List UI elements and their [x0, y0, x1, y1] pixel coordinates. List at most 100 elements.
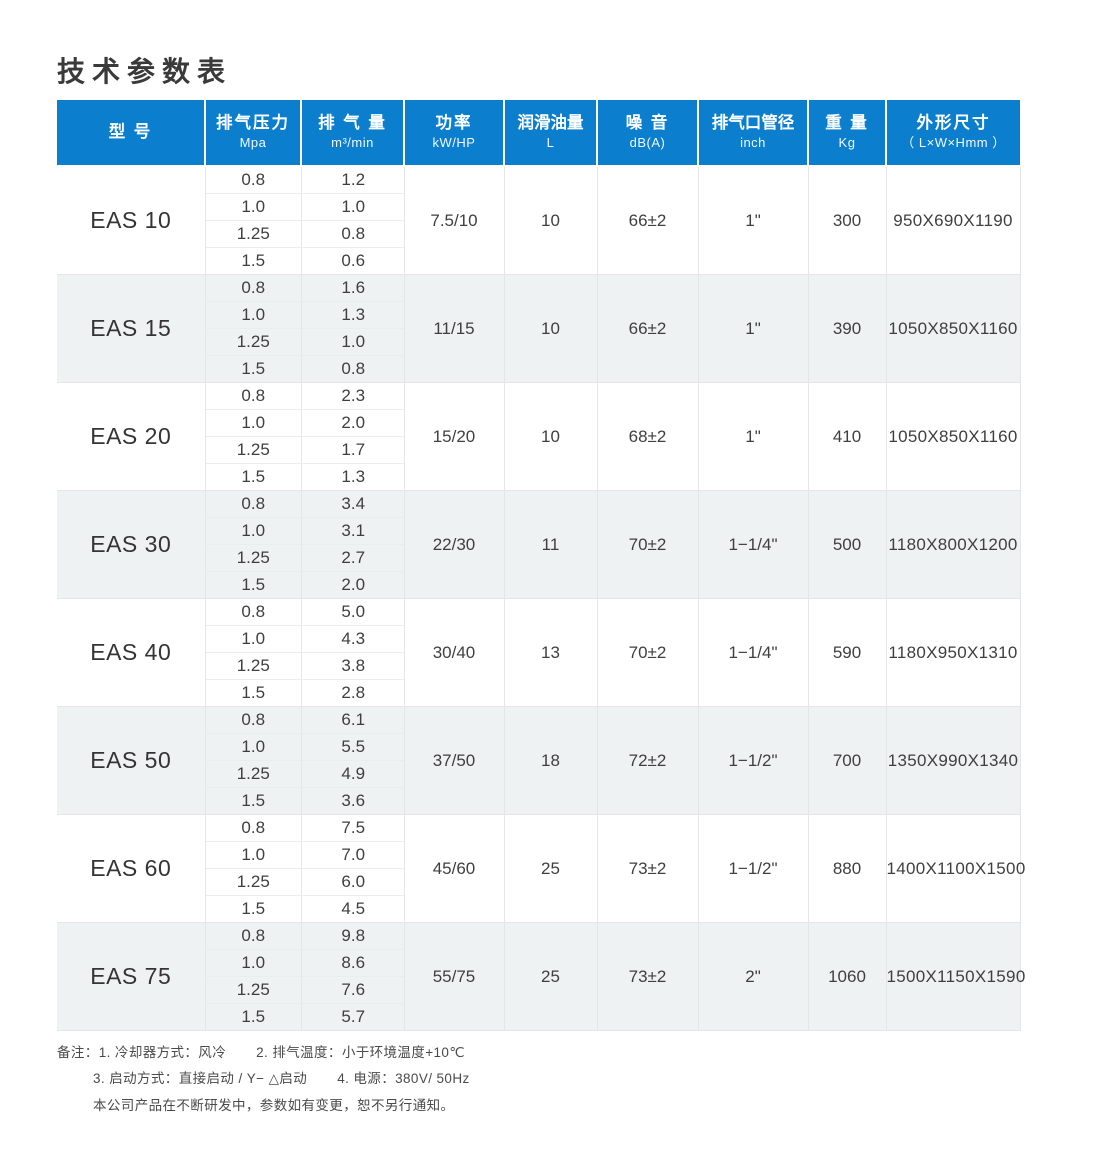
cell-pressure: 1.5 — [205, 1003, 302, 1030]
cell-dimensions: 1050X850X1160 — [886, 274, 1021, 383]
pressure-flow-subrow: 0.8 1.6 — [205, 275, 405, 302]
cell-port: 1−1/2" — [698, 706, 809, 815]
cell-power: 11/15 — [404, 274, 505, 383]
cell-model: EAS 75 — [57, 922, 206, 1031]
cell-flow: 7.0 — [301, 841, 405, 869]
cell-power: 30/40 — [404, 598, 505, 707]
cell-flow: 2.8 — [301, 679, 405, 706]
cell-pressure-flow-group: 0.8 1.2 1.0 1.0 1.25 0.8 1.5 0.6 — [205, 166, 405, 275]
cell-weight: 390 — [808, 274, 887, 383]
column-header-dimensions: 外形尺寸 （ L×W×Hmm ） — [886, 100, 1020, 167]
cell-pressure-flow-group: 0.8 1.6 1.0 1.3 1.25 1.0 1.5 0.8 — [205, 274, 405, 383]
cell-pressure: 0.8 — [205, 707, 302, 734]
cell-flow: 0.6 — [301, 247, 405, 274]
column-header-port: 排气口管径 inch — [698, 100, 809, 167]
footnote-item-2: 2. 排气温度：小于环境温度+10℃ — [256, 1045, 465, 1060]
footnote-item-4: 4. 电源：380V/ 50Hz — [337, 1071, 470, 1087]
pressure-flow-subrow: 1.25 7.6 — [205, 976, 405, 1004]
cell-noise: 73±2 — [597, 814, 699, 923]
pressure-flow-subrow: 1.0 1.0 — [205, 193, 405, 221]
table-row: EAS 75 0.8 9.8 1.0 8.6 1.25 7.6 1.5 5.7 55/75 25 73… — [57, 922, 1025, 1031]
cell-model: EAS 10 — [57, 166, 206, 275]
pressure-flow-subrow: 0.8 5.0 — [205, 599, 405, 626]
cell-oil: 25 — [504, 922, 598, 1031]
cell-pressure: 1.0 — [205, 841, 302, 869]
cell-pressure-flow-group: 0.8 3.4 1.0 3.1 1.25 2.7 1.5 2.0 — [205, 490, 405, 599]
header-sub-power: kW/HP — [432, 135, 476, 151]
cell-weight: 500 — [808, 490, 887, 599]
footnote-item-3: 3. 启动方式：直接启动 / Y− △启动 — [93, 1071, 308, 1087]
cell-pressure: 0.8 — [205, 383, 302, 410]
table-row: EAS 60 0.8 7.5 1.0 7.0 1.25 6.0 1.5 4.5 45/60 25 73… — [57, 814, 1025, 923]
cell-dimensions: 1400X1100X1500 — [886, 814, 1025, 923]
pressure-flow-subrow: 1.25 6.0 — [205, 868, 405, 896]
cell-oil: 11 — [504, 490, 598, 599]
cell-flow: 3.4 — [301, 491, 405, 518]
cell-pressure: 0.8 — [205, 167, 302, 194]
cell-pressure: 1.25 — [205, 760, 302, 788]
cell-flow: 6.0 — [301, 868, 405, 896]
pressure-flow-subrow: 1.5 4.5 — [205, 895, 405, 922]
cell-pressure: 1.5 — [205, 571, 302, 598]
cell-model: EAS 40 — [57, 598, 206, 707]
cell-pressure: 1.25 — [205, 544, 302, 572]
cell-pressure: 1.0 — [205, 733, 302, 761]
header-sub-flow: m³/min — [331, 135, 374, 151]
header-sub-oil: L — [546, 135, 555, 151]
header-main-power: 功率 — [435, 113, 473, 132]
header-main-dimensions: 外形尺寸 — [916, 113, 991, 132]
table-row: EAS 30 0.8 3.4 1.0 3.1 1.25 2.7 1.5 2.0 22/30 11 70… — [57, 490, 1021, 599]
cell-dimensions: 1350X990X1340 — [886, 706, 1021, 815]
cell-dimensions: 1180X950X1310 — [886, 598, 1021, 707]
cell-port: 2" — [698, 922, 809, 1031]
column-header-flow: 排 气 量 m³/min — [301, 100, 405, 167]
pressure-flow-subrow: 1.0 7.0 — [205, 841, 405, 869]
cell-port: 1" — [698, 274, 809, 383]
cell-model: EAS 20 — [57, 382, 206, 491]
cell-flow: 1.0 — [301, 193, 405, 221]
column-header-model: 型 号 — [57, 100, 206, 167]
cell-flow: 2.0 — [301, 571, 405, 598]
cell-pressure: 1.5 — [205, 355, 302, 382]
cell-flow: 2.7 — [301, 544, 405, 572]
cell-pressure: 0.8 — [205, 491, 302, 518]
cell-pressure: 1.25 — [205, 328, 302, 356]
cell-port: 1" — [698, 382, 809, 491]
cell-power: 7.5/10 — [404, 166, 505, 275]
pressure-flow-subrow: 0.8 9.8 — [205, 923, 405, 950]
pressure-flow-subrow: 1.5 2.8 — [205, 679, 405, 706]
pressure-flow-subrow: 1.25 1.0 — [205, 328, 405, 356]
cell-pressure: 1.25 — [205, 436, 302, 464]
cell-pressure: 1.5 — [205, 679, 302, 706]
cell-oil: 10 — [504, 274, 598, 383]
cell-flow: 5.5 — [301, 733, 405, 761]
pressure-flow-subrow: 1.0 5.5 — [205, 733, 405, 761]
cell-weight: 300 — [808, 166, 887, 275]
footnote-item-1: 1. 冷却器方式：风冷 — [98, 1045, 227, 1060]
header-main-weight: 重 量 — [825, 113, 869, 132]
cell-pressure-flow-group: 0.8 6.1 1.0 5.5 1.25 4.9 1.5 3.6 — [205, 706, 405, 815]
pressure-flow-subrow: 1.5 0.8 — [205, 355, 405, 382]
technical-parameters-table: 型 号 排气压力 Mpa 排 气 量 m³/min 功率 kW/HP 润滑油量 … — [57, 100, 1025, 1031]
cell-oil: 25 — [504, 814, 598, 923]
cell-port: 1" — [698, 166, 809, 275]
pressure-flow-subrow: 1.0 3.1 — [205, 517, 405, 545]
cell-pressure: 1.25 — [205, 220, 302, 248]
cell-noise: 66±2 — [597, 274, 699, 383]
header-sub-dimensions: （ L×W×Hmm ） — [901, 135, 1006, 151]
cell-dimensions: 1050X850X1160 — [886, 382, 1021, 491]
cell-pressure: 1.5 — [205, 463, 302, 490]
cell-model: EAS 50 — [57, 706, 206, 815]
cell-flow: 4.3 — [301, 625, 405, 653]
cell-oil: 18 — [504, 706, 598, 815]
cell-port: 1−1/4" — [698, 598, 809, 707]
pressure-flow-subrow: 1.5 3.6 — [205, 787, 405, 814]
footnote-line-2: 3. 启动方式：直接启动 / Y− △启动 4. 电源：380V/ 50Hz — [57, 1066, 470, 1092]
header-sub-pressure: Mpa — [239, 135, 267, 151]
table-row: EAS 15 0.8 1.6 1.0 1.3 1.25 1.0 1.5 0.8 11/15 10 66… — [57, 274, 1021, 383]
cell-flow: 5.7 — [301, 1003, 405, 1030]
column-header-weight: 重 量 Kg — [808, 100, 887, 167]
pressure-flow-subrow: 1.25 3.8 — [205, 652, 405, 680]
header-main-port: 排气口管径 — [711, 113, 795, 132]
cell-oil: 10 — [504, 166, 598, 275]
